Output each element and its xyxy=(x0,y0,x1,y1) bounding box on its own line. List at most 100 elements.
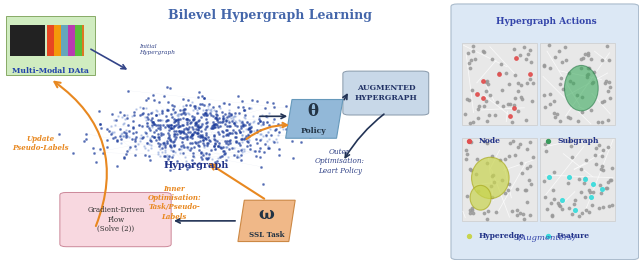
Point xyxy=(193,105,204,109)
Point xyxy=(243,135,253,140)
Point xyxy=(131,130,141,134)
Point xyxy=(572,93,582,97)
Point xyxy=(164,144,175,148)
Point xyxy=(233,94,243,98)
Point xyxy=(189,145,200,149)
Point xyxy=(237,150,247,155)
Point xyxy=(68,151,78,155)
Point xyxy=(550,115,561,119)
Point xyxy=(545,92,555,96)
Point xyxy=(596,164,607,168)
Point xyxy=(147,120,157,124)
Point xyxy=(225,138,235,142)
Point xyxy=(563,114,573,118)
Point xyxy=(196,150,206,155)
Point xyxy=(503,188,513,192)
Point xyxy=(465,61,475,65)
Point xyxy=(234,128,244,132)
Point xyxy=(165,86,175,90)
Point xyxy=(216,154,226,158)
Point xyxy=(213,130,223,134)
Point xyxy=(116,141,127,145)
Point xyxy=(130,144,140,148)
Point xyxy=(492,100,502,104)
Point xyxy=(466,140,476,145)
Point xyxy=(124,129,134,133)
Point xyxy=(150,123,161,127)
Point xyxy=(141,121,152,125)
Point xyxy=(594,143,604,147)
Point xyxy=(170,119,180,123)
Point xyxy=(568,81,578,85)
Point xyxy=(556,76,566,80)
Point xyxy=(287,139,297,143)
Point xyxy=(461,148,471,152)
Point xyxy=(516,161,526,165)
Point xyxy=(210,160,220,164)
Point xyxy=(170,150,180,154)
Point xyxy=(263,146,273,150)
Point xyxy=(135,105,145,109)
Point xyxy=(309,129,319,133)
Point xyxy=(142,121,152,125)
Point xyxy=(164,168,175,172)
Point xyxy=(169,143,179,147)
Point xyxy=(257,113,267,117)
Point xyxy=(519,217,529,221)
Point xyxy=(181,103,191,108)
Point xyxy=(288,107,298,111)
Point xyxy=(546,201,556,205)
Point xyxy=(554,82,564,86)
Point xyxy=(122,113,132,117)
Point xyxy=(196,122,207,126)
Point xyxy=(246,129,256,133)
Point xyxy=(209,133,220,137)
Point xyxy=(468,211,478,215)
Point xyxy=(213,132,223,136)
Point xyxy=(224,108,234,112)
Point xyxy=(584,188,595,193)
Point xyxy=(252,99,262,103)
Point xyxy=(119,113,129,117)
Point xyxy=(584,210,595,215)
Point xyxy=(209,125,220,129)
Ellipse shape xyxy=(564,66,598,111)
Point xyxy=(163,131,173,135)
Point xyxy=(140,146,150,150)
Point xyxy=(115,110,125,114)
Point xyxy=(202,157,212,161)
Point xyxy=(540,141,550,146)
Point xyxy=(149,135,159,139)
Point xyxy=(188,108,198,112)
Point xyxy=(499,157,509,162)
Point xyxy=(163,124,173,128)
Point xyxy=(195,102,205,106)
Point xyxy=(189,104,199,108)
Point xyxy=(216,154,227,158)
Point xyxy=(596,191,606,195)
Point xyxy=(169,104,179,108)
Point xyxy=(200,127,211,131)
Point xyxy=(251,154,261,158)
Point xyxy=(133,141,143,146)
Point xyxy=(241,127,252,132)
Point xyxy=(584,66,594,70)
Point xyxy=(169,144,179,148)
Point xyxy=(234,118,244,122)
Point xyxy=(598,168,608,172)
Point xyxy=(218,115,228,120)
Point xyxy=(182,121,192,126)
Point xyxy=(173,114,183,118)
Text: Subgraph: Subgraph xyxy=(557,137,598,145)
Point xyxy=(236,158,246,162)
Point xyxy=(193,125,204,129)
Point xyxy=(54,132,64,136)
Point xyxy=(206,148,216,152)
Point xyxy=(195,124,205,129)
Point xyxy=(193,131,203,135)
Point xyxy=(479,104,490,108)
Point xyxy=(122,149,132,153)
Point xyxy=(528,155,538,159)
Point xyxy=(124,147,134,152)
Point xyxy=(176,129,186,133)
